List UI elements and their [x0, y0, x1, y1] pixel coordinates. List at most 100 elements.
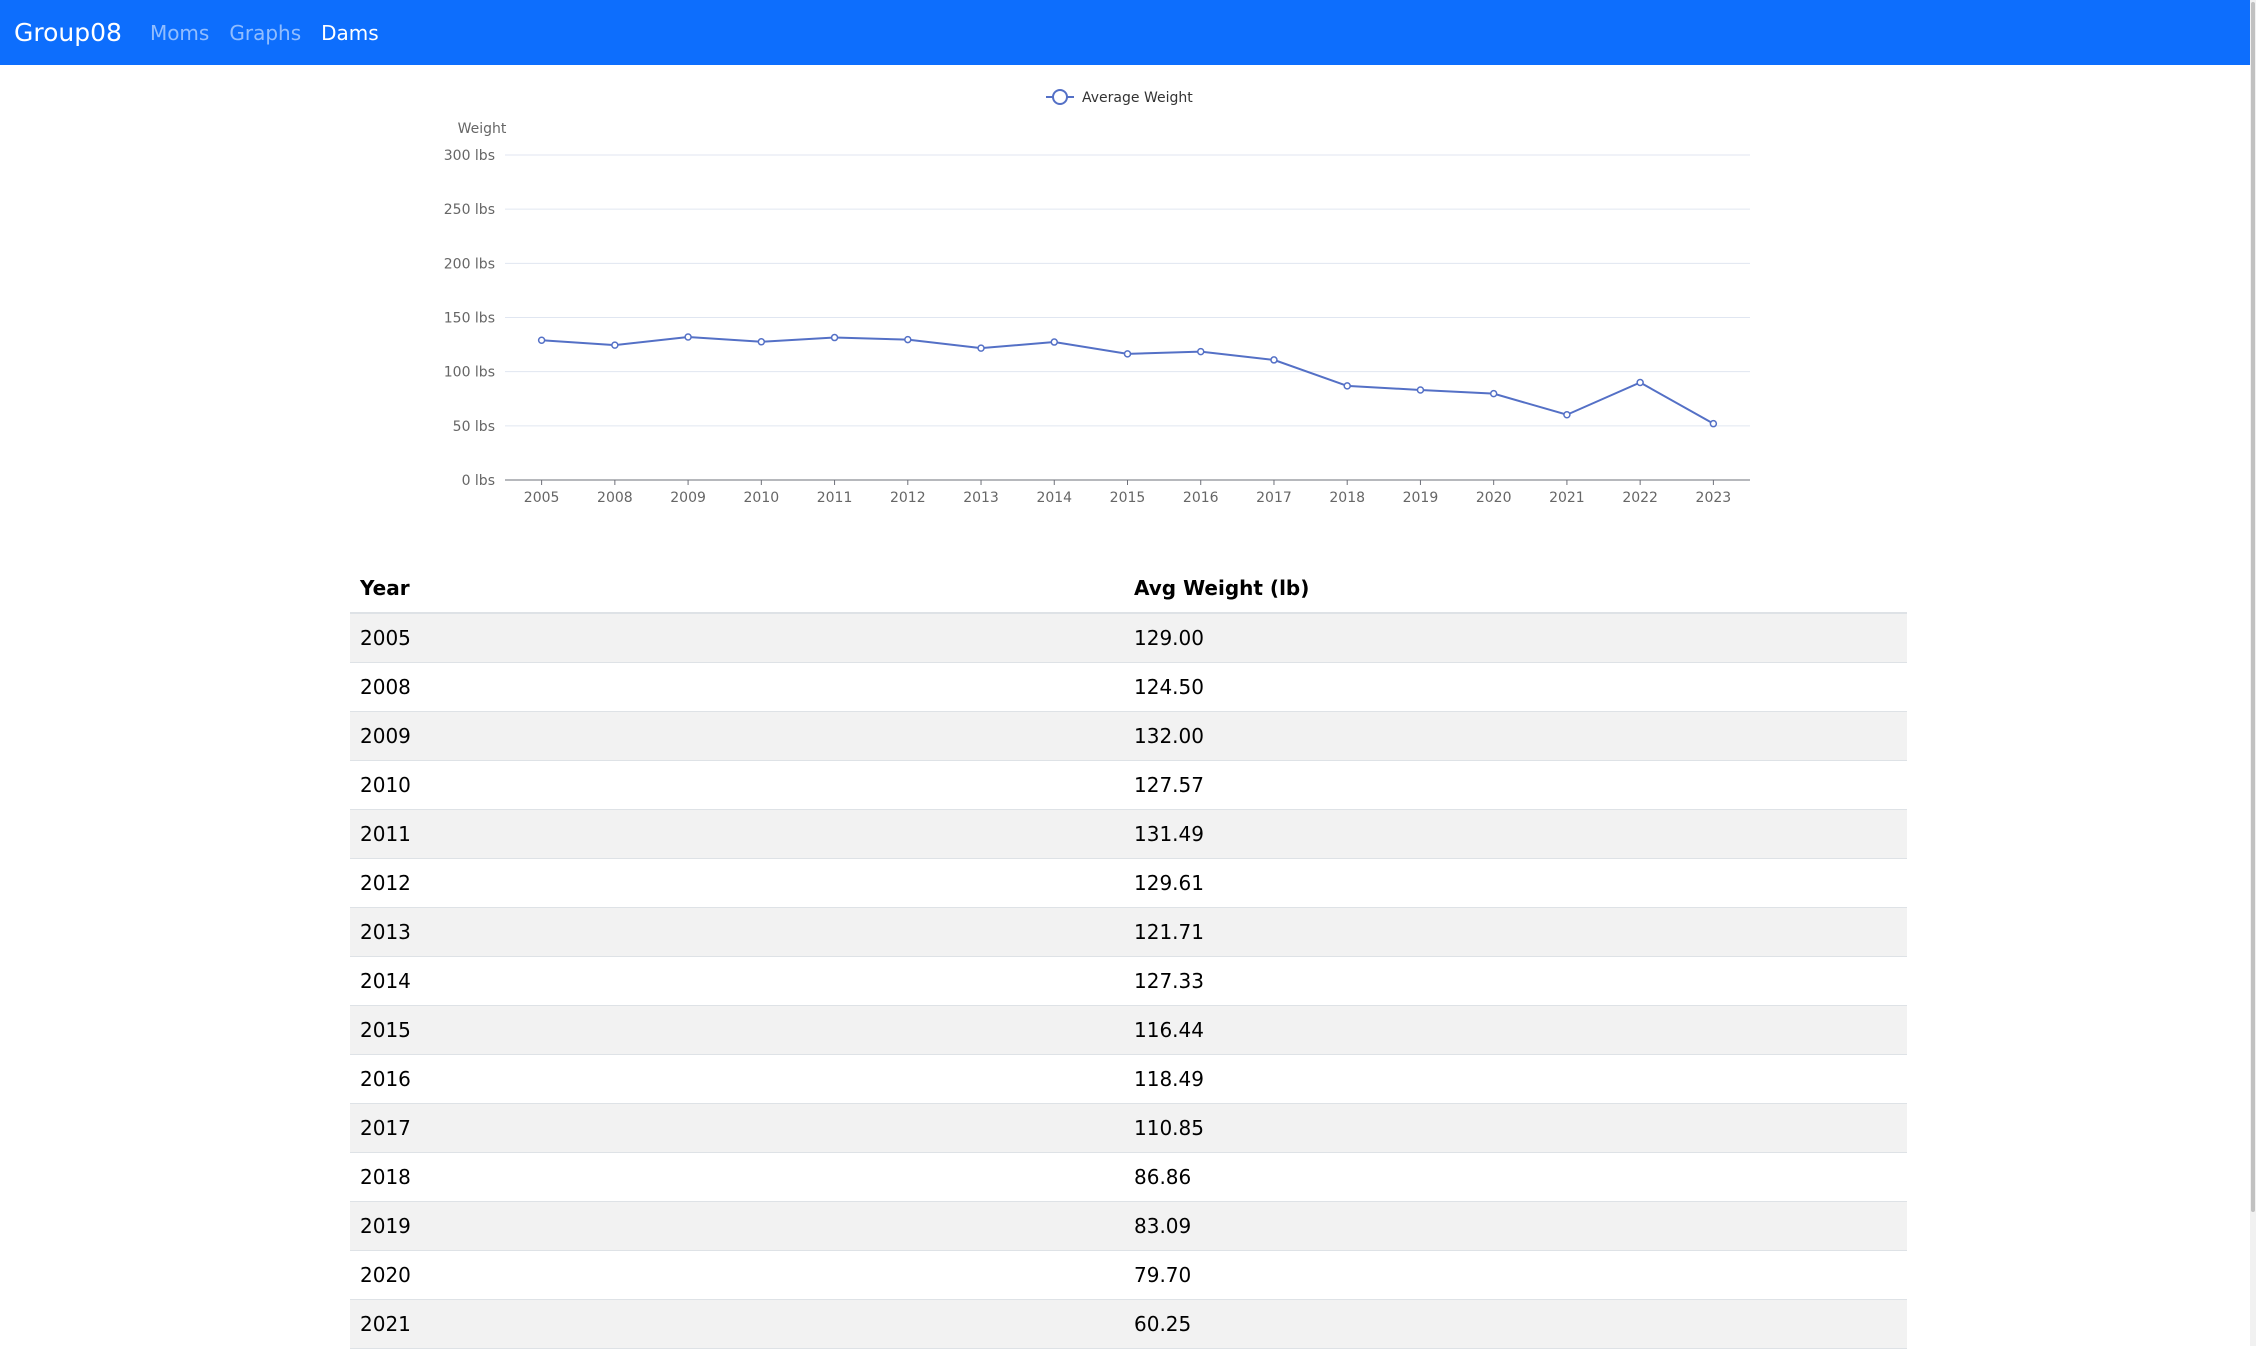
- cell-year: 2013: [350, 907, 1124, 957]
- cell-avg-weight: 132.00: [1124, 711, 1907, 761]
- cell-year: 2015: [350, 1005, 1124, 1055]
- x-tick-label: 2016: [1183, 490, 1219, 506]
- cell-year: 2005: [350, 613, 1124, 663]
- weight-table: Year Avg Weight (lb) 2005 129.00 2008 124.5…: [350, 564, 1907, 1349]
- data-point: [1709, 419, 1718, 428]
- data-point: [1563, 410, 1571, 419]
- nav-link-dams[interactable]: Dams: [321, 20, 379, 45]
- data-point: [1416, 386, 1425, 394]
- cell-avg-weight: 131.49: [1124, 809, 1907, 859]
- data-point: [1123, 350, 1132, 358]
- cell-year: 2019: [350, 1201, 1124, 1251]
- cell-year: 2012: [350, 858, 1124, 908]
- legend-marker-icon: [1052, 89, 1068, 105]
- table-row: 2013 121.71: [350, 907, 1907, 957]
- cell-avg-weight: 86.86: [1124, 1152, 1907, 1202]
- data-point: [830, 333, 839, 342]
- table-row: 2015 116.44: [350, 1005, 1907, 1055]
- cell-avg-weight: 83.09: [1124, 1201, 1907, 1251]
- top-navbar: Group08 Moms Graphs Dams: [0, 0, 2250, 65]
- series-line: [541, 335, 1714, 425]
- cell-avg-weight: 116.44: [1124, 1005, 1907, 1055]
- x-tick-label: 2017: [1256, 490, 1292, 506]
- cell-avg-weight: 129.00: [1124, 613, 1907, 663]
- cell-avg-weight: 121.71: [1124, 907, 1907, 957]
- data-point: [757, 338, 766, 346]
- table-row: 2011 131.49: [350, 809, 1907, 859]
- table-row: 2005 129.00: [350, 613, 1907, 663]
- data-point: [537, 336, 546, 344]
- data-point: [1343, 382, 1351, 390]
- cell-year: 2016: [350, 1054, 1124, 1104]
- data-point: [1270, 356, 1278, 364]
- table-row: 2016 118.49: [350, 1054, 1907, 1104]
- x-tick-label: 2022: [1622, 490, 1658, 506]
- cell-year: 2011: [350, 809, 1124, 859]
- table-row: 2014 127.33: [350, 956, 1907, 1006]
- table-row: 2008 124.50: [350, 662, 1907, 712]
- x-tick-label: 2021: [1549, 490, 1585, 506]
- x-tick-label: 2015: [1110, 490, 1146, 506]
- nav-link-graphs[interactable]: Graphs: [229, 20, 302, 45]
- y-tick-label: 0 lbs: [462, 473, 495, 489]
- y-tick-label: 250 lbs: [444, 202, 495, 218]
- y-tick-label: 100 lbs: [444, 365, 495, 381]
- x-tick-label: 2018: [1329, 490, 1365, 506]
- cell-avg-weight: 60.25: [1124, 1299, 1907, 1349]
- table-row: 2021 60.25: [350, 1299, 1907, 1349]
- header-year: Year: [350, 564, 1124, 614]
- cell-year: 2021: [350, 1299, 1124, 1349]
- cell-year: 2010: [350, 760, 1124, 810]
- cell-year: 2008: [350, 662, 1124, 712]
- x-tick-label: 2011: [817, 490, 853, 506]
- nav-link-moms[interactable]: Moms: [149, 20, 210, 45]
- x-tick-label: 2009: [670, 490, 706, 506]
- y-tick-label: 150 lbs: [444, 311, 495, 327]
- table-row: 2020 79.70: [350, 1250, 1907, 1300]
- table-row: 2012 129.61: [350, 858, 1907, 908]
- cell-avg-weight: 118.49: [1124, 1054, 1907, 1104]
- x-tick-label: 2012: [890, 490, 926, 506]
- cell-avg-weight: 124.50: [1124, 662, 1907, 712]
- y-tick-label: 300 lbs: [444, 148, 495, 164]
- cell-year: 2020: [350, 1250, 1124, 1300]
- x-tick-label: 2023: [1696, 490, 1732, 506]
- x-tick-label: 2013: [963, 490, 999, 506]
- chart-svg: Average Weight Weight 0 lbs 50 lbs 100 lbs 15…: [444, 89, 1750, 506]
- cell-year: 2014: [350, 956, 1124, 1006]
- data-point: [611, 341, 619, 349]
- legend-label: Average Weight: [1082, 90, 1193, 106]
- brand-link[interactable]: Group08: [14, 18, 122, 47]
- table-row: 2018 86.86: [350, 1152, 1907, 1202]
- data-point: [1050, 338, 1059, 346]
- y-tick-label: 200 lbs: [444, 256, 495, 272]
- cell-avg-weight: 127.57: [1124, 760, 1907, 810]
- data-point: [1489, 389, 1498, 398]
- cell-year: 2009: [350, 711, 1124, 761]
- cell-year: 2017: [350, 1103, 1124, 1153]
- data-point: [977, 344, 985, 352]
- x-tick-label: 2008: [597, 490, 633, 506]
- scrollbar-thumb[interactable]: [2251, 2, 2255, 1212]
- data-point: [1196, 347, 1205, 356]
- table-row: 2019 83.09: [350, 1201, 1907, 1251]
- page-scrollbar[interactable]: [2250, 0, 2256, 1346]
- x-tick-label: 2019: [1403, 490, 1439, 506]
- table-row: 2009 132.00: [350, 711, 1907, 761]
- table-body: 2005 129.00 2008 124.50 2009 132.00 2010 127.57…: [350, 613, 1907, 1349]
- y-axis-label: Weight: [458, 121, 507, 137]
- y-tick-label: 50 lbs: [453, 419, 495, 435]
- header-avg-weight: Avg Weight (lb): [1124, 564, 1907, 614]
- x-tick-label: 2005: [524, 490, 560, 506]
- cell-avg-weight: 110.85: [1124, 1103, 1907, 1153]
- table-row: 2010 127.57: [350, 760, 1907, 810]
- data-point: [904, 335, 912, 344]
- table-header-row: Year Avg Weight (lb): [350, 564, 1907, 614]
- cell-avg-weight: 79.70: [1124, 1250, 1907, 1300]
- cell-year: 2018: [350, 1152, 1124, 1202]
- cell-avg-weight: 127.33: [1124, 956, 1907, 1006]
- data-point: [1636, 378, 1644, 387]
- x-tick-label: 2010: [744, 490, 780, 506]
- x-tick-label: 2014: [1036, 490, 1072, 506]
- x-tick-label: 2020: [1476, 490, 1512, 506]
